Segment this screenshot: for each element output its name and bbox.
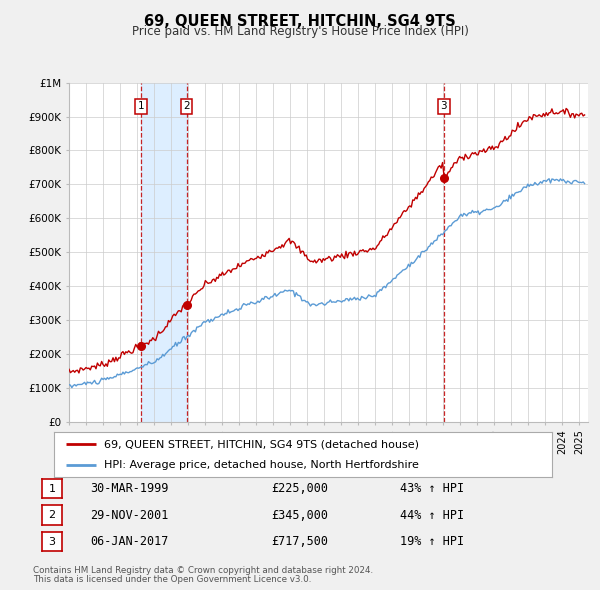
- Text: Contains HM Land Registry data © Crown copyright and database right 2024.: Contains HM Land Registry data © Crown c…: [33, 566, 373, 575]
- Text: 2: 2: [49, 510, 55, 520]
- Text: 43% ↑ HPI: 43% ↑ HPI: [400, 482, 464, 495]
- Text: 3: 3: [49, 537, 55, 546]
- Text: £717,500: £717,500: [271, 535, 329, 548]
- Bar: [141, 83, 187, 422]
- Text: 1: 1: [49, 484, 55, 493]
- Text: 44% ↑ HPI: 44% ↑ HPI: [400, 509, 464, 522]
- Text: Price paid vs. HM Land Registry's House Price Index (HPI): Price paid vs. HM Land Registry's House …: [131, 25, 469, 38]
- Text: 30-MAR-1999: 30-MAR-1999: [90, 482, 168, 495]
- Text: 3: 3: [440, 101, 447, 112]
- Text: 2: 2: [183, 101, 190, 112]
- Text: 29-NOV-2001: 29-NOV-2001: [90, 509, 168, 522]
- Text: 06-JAN-2017: 06-JAN-2017: [90, 535, 168, 548]
- Text: 19% ↑ HPI: 19% ↑ HPI: [400, 535, 464, 548]
- Text: This data is licensed under the Open Government Licence v3.0.: This data is licensed under the Open Gov…: [33, 575, 311, 584]
- Text: 69, QUEEN STREET, HITCHIN, SG4 9TS: 69, QUEEN STREET, HITCHIN, SG4 9TS: [144, 14, 456, 28]
- Text: 69, QUEEN STREET, HITCHIN, SG4 9TS (detached house): 69, QUEEN STREET, HITCHIN, SG4 9TS (deta…: [104, 440, 419, 450]
- Text: 1: 1: [138, 101, 145, 112]
- Text: £225,000: £225,000: [271, 482, 329, 495]
- Text: £345,000: £345,000: [271, 509, 329, 522]
- Text: HPI: Average price, detached house, North Hertfordshire: HPI: Average price, detached house, Nort…: [104, 460, 419, 470]
